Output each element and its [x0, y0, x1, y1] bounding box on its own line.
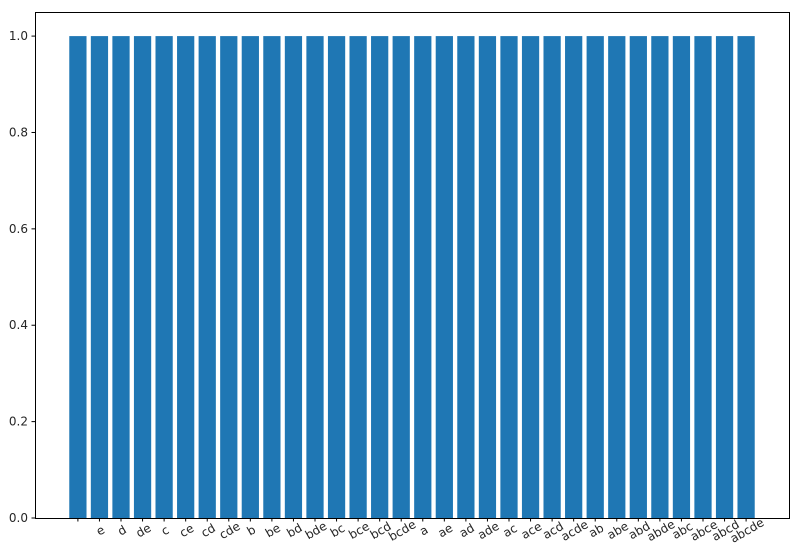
x-tick-label: ab — [586, 521, 606, 541]
bar-bcde — [392, 36, 410, 518]
x-tick-label: e — [94, 523, 107, 539]
bar-ab — [586, 36, 604, 518]
bar-abde — [651, 36, 669, 518]
y-tick-label: 0.0 — [9, 511, 28, 525]
bar-bc — [327, 36, 346, 518]
bar-ac — [500, 36, 518, 518]
x-tick-label: ad — [457, 521, 477, 541]
plot-frame — [35, 12, 790, 519]
y-axis: 0.0 0.2 0.4 0.6 0.8 1.0 — [9, 29, 35, 525]
y-tick-label: 0.4 — [9, 318, 28, 332]
bar-acde — [565, 36, 583, 518]
x-tick-label: cd — [199, 521, 218, 540]
x-tick-label: c — [159, 523, 172, 538]
x-tick-label: bcde — [386, 517, 418, 544]
bar-b — [241, 36, 259, 518]
bar-abe — [608, 36, 626, 518]
bar-abce — [694, 36, 712, 518]
x-tick-label: b — [245, 523, 259, 539]
x-tick-label: bd — [284, 521, 304, 541]
bar-d — [112, 36, 130, 518]
bars-group — [69, 36, 755, 518]
bar-abcd — [715, 36, 734, 518]
bar-cde — [220, 36, 238, 518]
bar-bde — [306, 36, 324, 518]
bar-bce — [349, 36, 367, 518]
bar-cd — [198, 36, 216, 518]
bar-abcde — [737, 36, 755, 518]
x-tick-label: a — [417, 523, 430, 539]
bar-abd — [629, 36, 647, 518]
x-tick-label: de — [134, 521, 154, 541]
y-tick-label: 0.8 — [9, 125, 28, 139]
x-tick-label: acde — [559, 517, 591, 544]
x-tick-label: ade — [475, 519, 501, 542]
bar-be — [263, 36, 281, 518]
x-tick-label: bde — [303, 519, 330, 542]
x-tick-label: be — [263, 521, 283, 541]
bar-ae — [435, 36, 453, 518]
x-tick-label: ac — [500, 521, 519, 540]
y-tick-label: 0.6 — [9, 222, 28, 236]
bar-ce — [177, 36, 195, 518]
bar-e — [90, 36, 109, 518]
x-tick-label: cde — [217, 519, 243, 542]
y-tick-label: 0.2 — [9, 415, 28, 429]
x-tick-label: ae — [435, 521, 455, 540]
bar-c — [155, 36, 173, 518]
x-tick-label: d — [115, 523, 129, 539]
bar-ace — [521, 36, 540, 518]
bar-ad — [457, 36, 475, 518]
bar-empty — [69, 36, 87, 518]
bar-de — [133, 36, 152, 518]
bar-acd — [543, 36, 561, 518]
bar-bcd — [371, 36, 389, 518]
bar-ade — [478, 36, 497, 518]
bar-a — [414, 36, 432, 518]
y-tick-label: 1.0 — [9, 29, 28, 43]
bar-abc — [672, 36, 691, 518]
x-tick-label: bc — [328, 521, 347, 540]
bar-bd — [284, 36, 303, 518]
x-tick-label: ce — [177, 521, 196, 540]
